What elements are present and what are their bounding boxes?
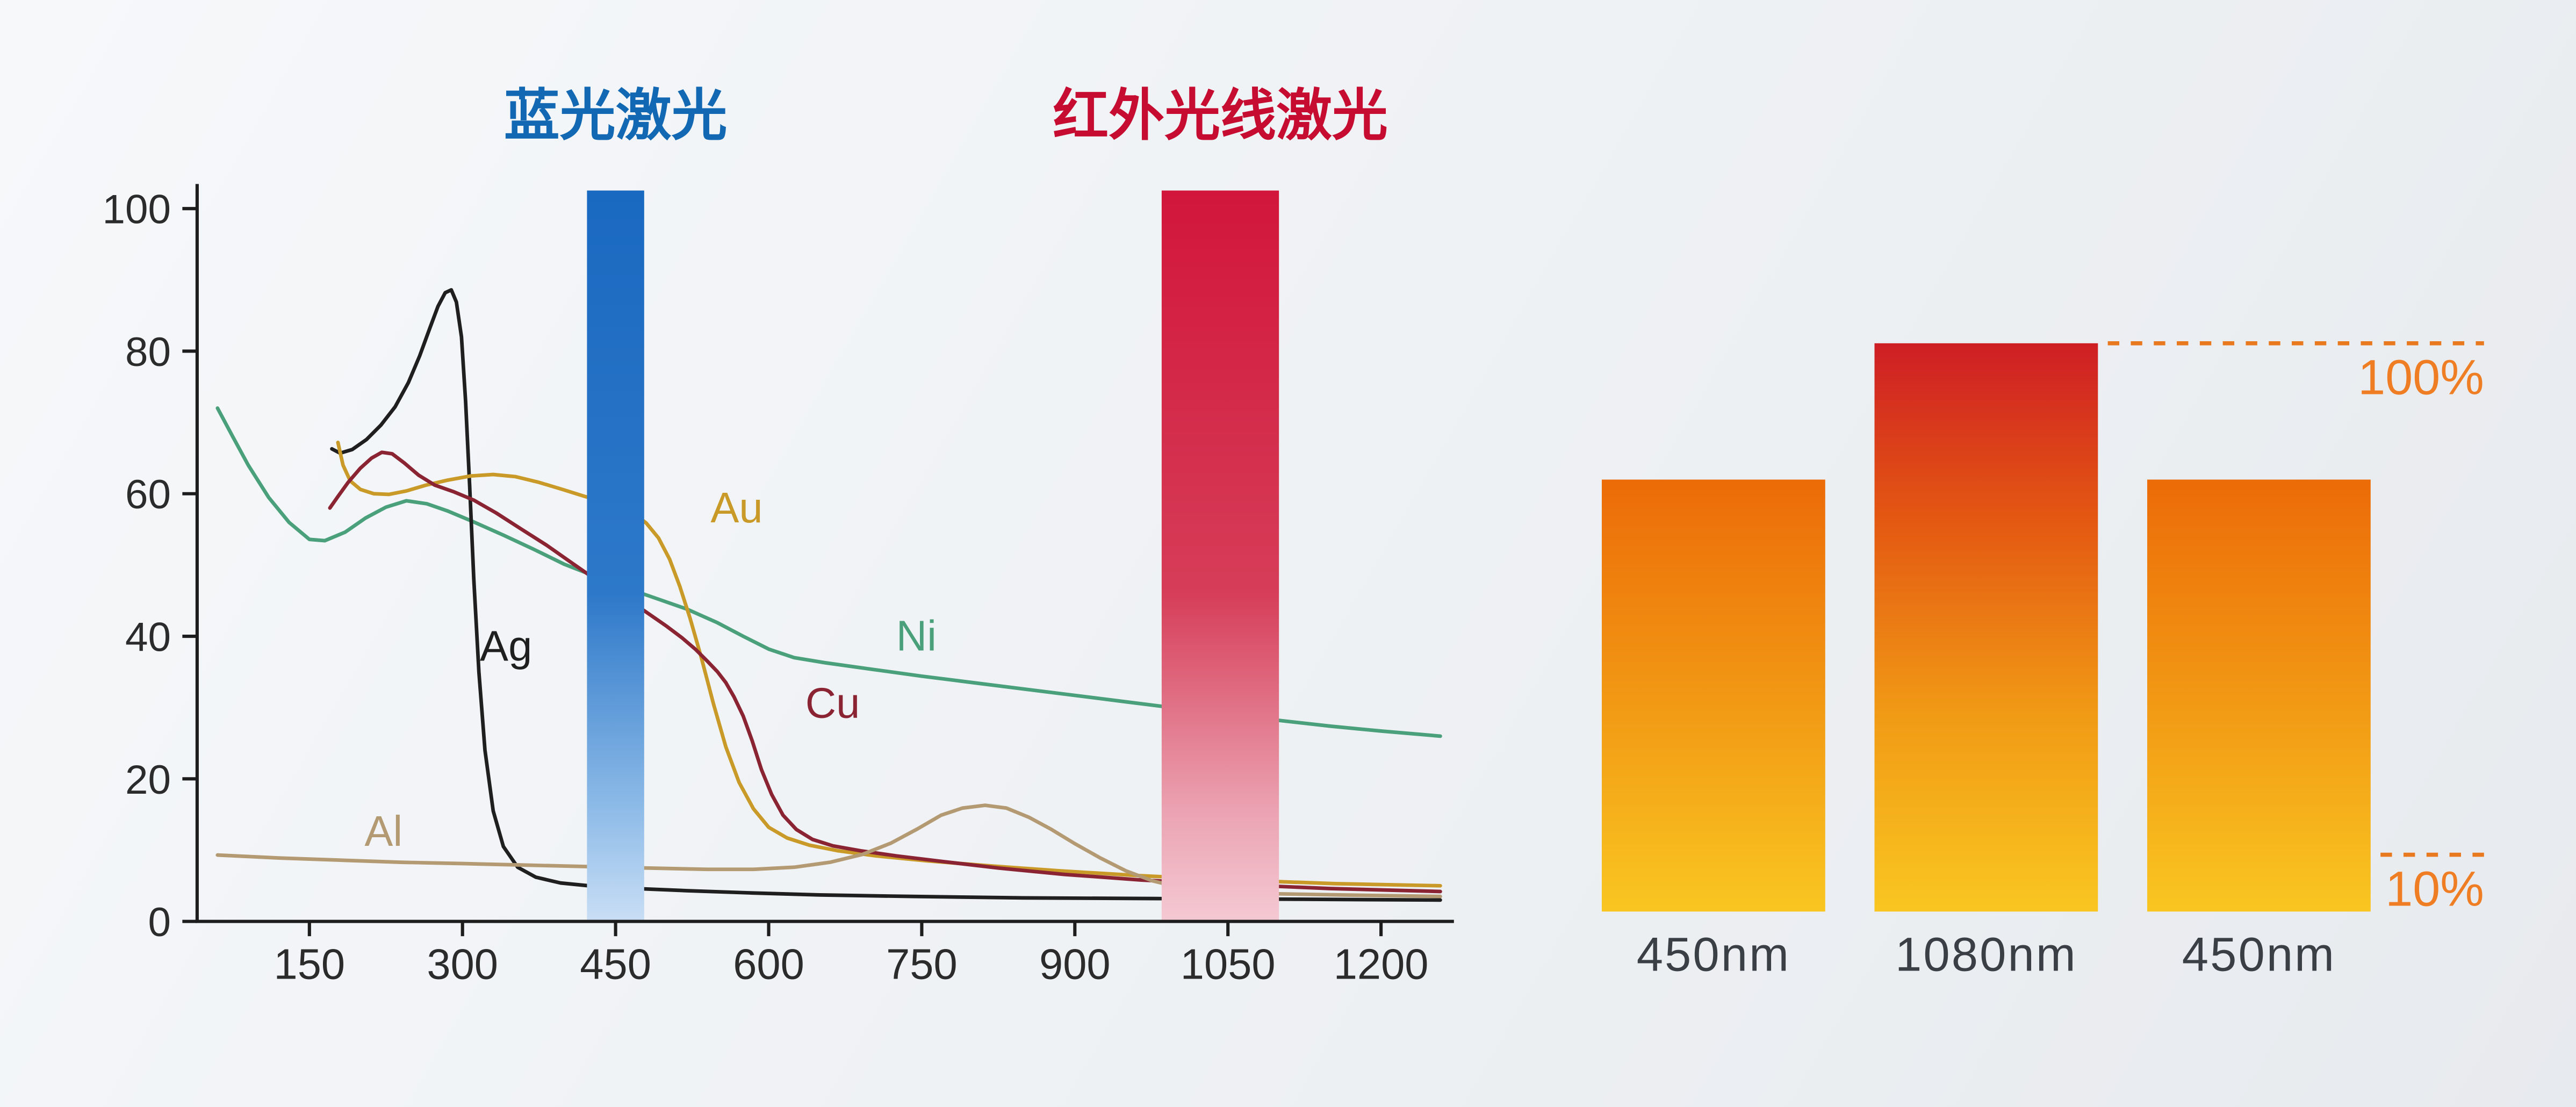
band-ir-laser — [1161, 190, 1279, 922]
y-tick-label: 80 — [125, 329, 171, 375]
percent-annotations: 100% 10% — [2107, 341, 2484, 916]
y-tick-label: 100 — [102, 187, 171, 233]
bar-label: 1080nm — [1895, 928, 2077, 981]
x-tick-label: 900 — [1039, 940, 1111, 988]
chart-axes — [182, 184, 1454, 937]
curve-label-Al: Al — [364, 807, 402, 855]
tick-labels: 0 20 40 60 80 100 150 300 450 600 750 900 1050 1200 — [102, 187, 1428, 988]
metal-curves — [215, 288, 1442, 902]
curve-label-Ag: Ag — [480, 622, 532, 670]
x-tick-label: 150 — [274, 940, 346, 988]
absorption-line-chart: 0 20 40 60 80 100 150 300 450 600 750 900 1050 1200 N… — [102, 85, 1454, 988]
annotation-label: 100% — [2358, 350, 2484, 405]
curve-Ag — [330, 288, 1442, 902]
curve-Al — [215, 803, 1442, 898]
x-tick-label: 750 — [886, 940, 958, 988]
laser-wavelength-bands — [587, 190, 1279, 922]
annotation-label: 10% — [2385, 861, 2484, 916]
bar-label: 450nm — [2182, 928, 2336, 981]
y-tick-label: 40 — [125, 615, 171, 660]
bar-450nm — [2147, 479, 2371, 912]
bar-labels: 450nm 1080nm 450nm — [1637, 928, 2336, 981]
bar-1080nm — [1874, 343, 2098, 912]
ir-laser-title: 红外光线激光 — [1053, 85, 1388, 147]
bar-label: 450nm — [1637, 928, 1790, 981]
curve-label-Au: Au — [710, 484, 762, 531]
x-tick-label: 600 — [733, 940, 804, 988]
curve-label-Cu: Cu — [805, 679, 860, 727]
band-blue-laser — [587, 190, 644, 922]
x-tick-label: 450 — [580, 940, 651, 988]
x-tick-label: 300 — [427, 940, 498, 988]
y-tick-label: 20 — [125, 757, 171, 803]
x-tick-label: 1050 — [1181, 940, 1276, 988]
y-tick-label: 60 — [125, 472, 171, 517]
curve-Cu — [328, 450, 1442, 894]
absorption-bar-chart: 450nm 1080nm 450nm 100% 10% — [1601, 341, 2484, 981]
curve-Au — [336, 441, 1442, 888]
bar-450nm — [1601, 479, 1825, 912]
blue-laser-title: 蓝光激光 — [504, 85, 728, 147]
curve-label-Ni: Ni — [896, 612, 937, 660]
y-tick-label: 0 — [148, 900, 171, 945]
curve-labels: Ni Ag Au Cu Al — [364, 484, 936, 855]
bars — [1601, 343, 2371, 912]
x-tick-label: 1200 — [1334, 940, 1429, 988]
